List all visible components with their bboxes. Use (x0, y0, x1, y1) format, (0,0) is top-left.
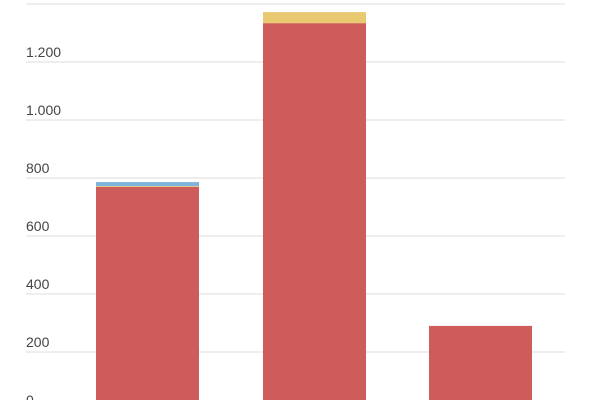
y-tick-label: 200 (26, 334, 50, 350)
y-tick-label: 1.200 (26, 44, 61, 60)
y-tick-label: 1.400 (26, 0, 61, 2)
y-tick-label: 800 (26, 160, 50, 176)
bar-segment-1-1 (263, 12, 366, 24)
bar-segment-2-0 (429, 325, 532, 400)
bar-segment-0-0 (96, 186, 199, 400)
y-tick-label: 400 (26, 276, 50, 292)
bar-segment-0-2 (96, 182, 199, 187)
y-tick-label: 0 (26, 392, 34, 400)
y-tick-label: 600 (26, 218, 50, 234)
bar-segment-1-0 (263, 23, 366, 400)
y-tick-label: 1.000 (26, 102, 61, 118)
bar-segment-0-1 (96, 186, 199, 187)
